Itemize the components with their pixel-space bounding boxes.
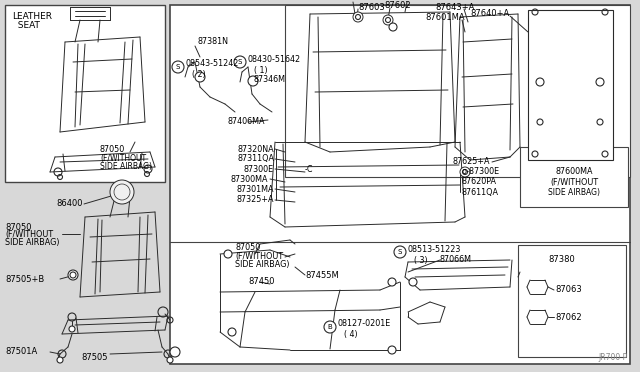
Circle shape — [383, 15, 393, 25]
Text: 87455M: 87455M — [305, 270, 339, 279]
Text: o-87300E: o-87300E — [462, 167, 500, 176]
Text: SIDE AIRBAG): SIDE AIRBAG) — [235, 260, 289, 269]
Text: (F/WITHOUT: (F/WITHOUT — [235, 251, 283, 260]
Text: SIDE AIRBAG): SIDE AIRBAG) — [5, 238, 60, 247]
Text: 87300E: 87300E — [244, 164, 274, 173]
Text: SEAT: SEAT — [12, 21, 40, 30]
Text: S: S — [398, 249, 402, 255]
Text: S: S — [238, 59, 242, 65]
Text: 87640+A: 87640+A — [470, 10, 509, 19]
Circle shape — [70, 272, 76, 278]
Bar — [520, 147, 628, 207]
Text: JR700 P: JR700 P — [599, 353, 628, 362]
Circle shape — [536, 78, 544, 86]
Circle shape — [228, 328, 236, 336]
Text: 87501A: 87501A — [5, 347, 37, 356]
Circle shape — [68, 270, 78, 280]
Circle shape — [57, 357, 63, 363]
Text: 87505+B: 87505+B — [5, 275, 44, 283]
Text: 87063: 87063 — [555, 285, 582, 295]
Text: 08513-51223: 08513-51223 — [408, 244, 461, 253]
Circle shape — [195, 72, 205, 82]
Circle shape — [460, 167, 470, 177]
Text: ( 2): ( 2) — [192, 70, 205, 78]
Bar — [528, 10, 613, 160]
Text: ( 1): ( 1) — [254, 65, 268, 74]
Text: 86400: 86400 — [56, 199, 83, 208]
Text: 87602: 87602 — [384, 1, 411, 10]
Circle shape — [172, 61, 184, 73]
Text: 08430-51642: 08430-51642 — [248, 55, 301, 64]
Circle shape — [389, 23, 397, 31]
Text: 87346M: 87346M — [254, 76, 286, 84]
Text: ( 4): ( 4) — [344, 330, 358, 340]
Circle shape — [170, 347, 180, 357]
Circle shape — [110, 180, 134, 204]
Text: 87050: 87050 — [5, 222, 31, 231]
Text: ( 3): ( 3) — [414, 256, 428, 264]
Text: (F/WITHOUT: (F/WITHOUT — [5, 231, 53, 240]
Text: 87050: 87050 — [235, 243, 260, 251]
Bar — [285, 5, 630, 177]
Text: 87505: 87505 — [82, 353, 108, 362]
Text: 87603: 87603 — [358, 3, 385, 12]
Circle shape — [69, 326, 75, 332]
Circle shape — [324, 321, 336, 333]
Bar — [518, 245, 626, 357]
Text: S: S — [176, 64, 180, 70]
Text: SIDE AIRBAG): SIDE AIRBAG) — [548, 187, 600, 196]
Text: 87600MA: 87600MA — [556, 167, 593, 176]
Text: 87311QA: 87311QA — [237, 154, 274, 164]
Text: 87062: 87062 — [555, 312, 582, 321]
Circle shape — [248, 76, 258, 86]
Text: 87450: 87450 — [248, 278, 275, 286]
Text: 87050: 87050 — [100, 145, 125, 154]
Text: 87406MA: 87406MA — [228, 118, 266, 126]
Text: LEATHER: LEATHER — [12, 12, 52, 21]
Circle shape — [224, 250, 232, 258]
Text: 87301MA: 87301MA — [237, 185, 274, 193]
Text: 87066M: 87066M — [440, 256, 472, 264]
Text: 87620PA: 87620PA — [462, 177, 497, 186]
Circle shape — [388, 278, 396, 286]
Circle shape — [167, 357, 173, 363]
Text: 87381N: 87381N — [198, 38, 229, 46]
Text: 87325+A: 87325+A — [237, 196, 274, 205]
Circle shape — [353, 12, 363, 22]
Text: (F/WITHOUT: (F/WITHOUT — [550, 177, 598, 186]
Circle shape — [394, 246, 406, 258]
Text: 08543-51242: 08543-51242 — [186, 60, 239, 68]
Text: (F/WITHOUT: (F/WITHOUT — [100, 154, 146, 163]
Bar — [170, 5, 630, 364]
Text: SIDE AIRBAG): SIDE AIRBAG) — [100, 161, 152, 170]
Text: 87601MA: 87601MA — [425, 13, 465, 22]
Circle shape — [596, 78, 604, 86]
Circle shape — [597, 119, 603, 125]
Circle shape — [388, 346, 396, 354]
Circle shape — [234, 56, 246, 68]
Text: 08127-0201E: 08127-0201E — [338, 320, 391, 328]
Text: 87300MA: 87300MA — [230, 174, 268, 183]
Text: 87611QA: 87611QA — [462, 187, 499, 196]
Circle shape — [537, 119, 543, 125]
Bar — [5, 5, 165, 182]
Circle shape — [409, 278, 417, 286]
Text: B: B — [328, 324, 332, 330]
Text: 87643+A: 87643+A — [435, 3, 474, 12]
Text: 87320NA: 87320NA — [237, 144, 274, 154]
Text: 87625+A: 87625+A — [452, 157, 490, 167]
Text: -C: -C — [305, 164, 314, 173]
Text: 87380: 87380 — [548, 256, 575, 264]
